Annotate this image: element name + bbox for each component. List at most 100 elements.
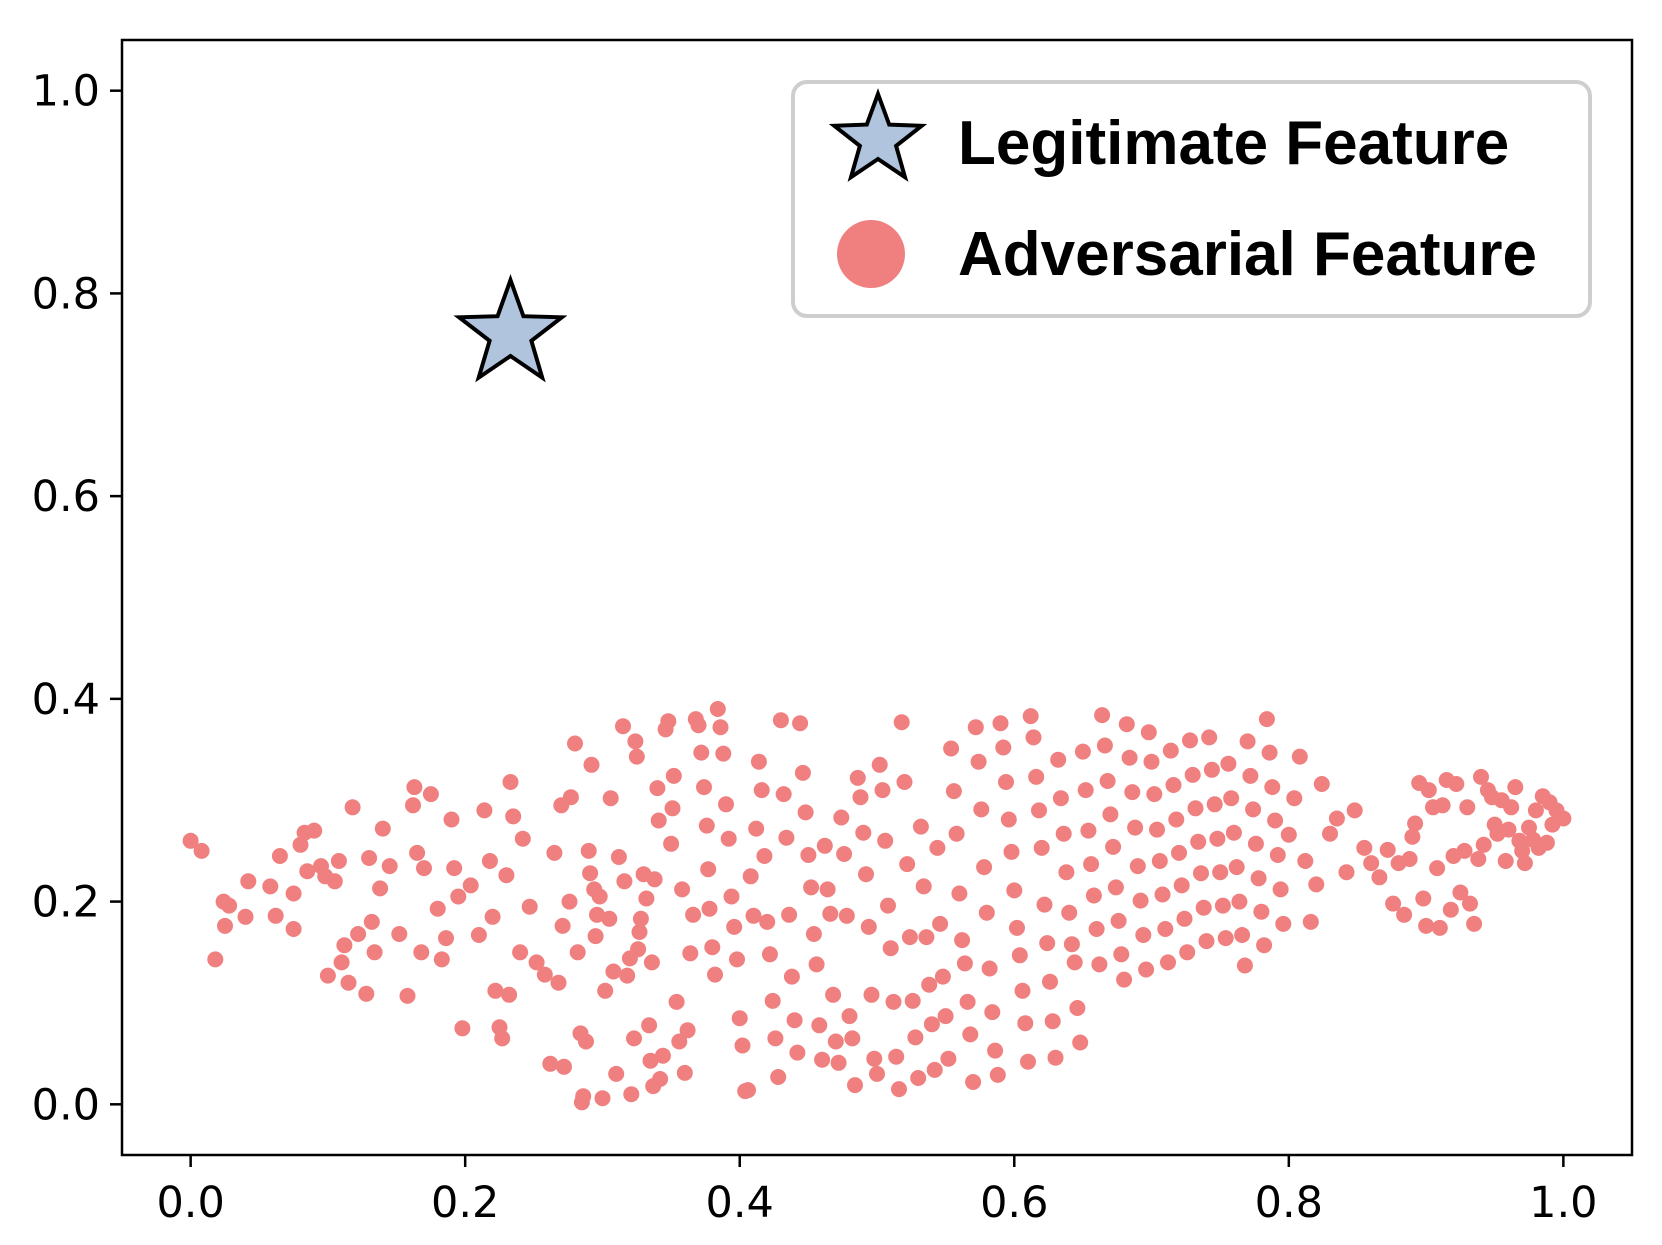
- adversarial-point-345: [1286, 790, 1303, 807]
- adversarial-point-339: [1264, 779, 1281, 796]
- adversarial-point-201: [885, 993, 902, 1010]
- adversarial-point-41: [422, 786, 439, 803]
- y-tick-label-2: 0.4: [32, 675, 100, 725]
- adversarial-point-170: [800, 847, 817, 863]
- x-tick-label-3: 0.6: [980, 1178, 1048, 1228]
- adversarial-point-63: [521, 898, 538, 915]
- adversarial-point-391: [1500, 821, 1517, 838]
- adversarial-point-353: [1338, 864, 1355, 881]
- adversarial-point-256: [1036, 896, 1053, 913]
- adversarial-point-154: [756, 848, 773, 864]
- adversarial-point-164: [783, 968, 800, 985]
- adversarial-point-188: [849, 769, 866, 786]
- y-tick-label-1: 0.2: [32, 878, 100, 928]
- adversarial-point-289: [1127, 819, 1144, 836]
- adversarial-point-207: [901, 929, 918, 946]
- adversarial-point-347: [1297, 853, 1314, 869]
- adversarial-point-179: [825, 986, 842, 1003]
- adversarial-point-162: [778, 829, 795, 846]
- adversarial-point-120: [665, 767, 682, 784]
- adversarial-point-335: [1253, 903, 1270, 920]
- adversarial-point-307: [1176, 910, 1193, 927]
- adversarial-point-209: [907, 1029, 924, 1046]
- adversarial-point-406: [1555, 810, 1572, 827]
- adversarial-point-159: [770, 1069, 787, 1085]
- adversarial-point-244: [1003, 843, 1020, 860]
- adversarial-point-50: [470, 927, 487, 943]
- adversarial-point-265: [1061, 904, 1078, 921]
- adversarial-point-320: [1212, 864, 1229, 881]
- adversarial-point-232: [970, 753, 987, 770]
- adversarial-point-331: [1242, 767, 1259, 784]
- adversarial-point-73: [562, 789, 579, 806]
- adversarial-point-212: [915, 878, 932, 895]
- adversarial-point-103: [631, 924, 648, 940]
- adversarial-point-325: [1225, 824, 1242, 841]
- adversarial-point-5: [221, 897, 238, 914]
- adversarial-point-29: [363, 913, 380, 930]
- adversarial-point-356: [1363, 855, 1380, 872]
- adversarial-point-91: [605, 963, 622, 980]
- adversarial-point-36: [405, 797, 421, 814]
- adversarial-point-155: [759, 913, 776, 930]
- adversarial-point-390: [1497, 853, 1514, 869]
- adversarial-point-318: [1206, 796, 1223, 813]
- legend-label-adversarial: Adversarial Feature: [958, 220, 1537, 289]
- adversarial-point-89: [601, 910, 618, 927]
- adversarial-point-204: [893, 714, 910, 731]
- adversarial-point-115: [654, 1047, 671, 1064]
- adversarial-point-200: [882, 940, 899, 957]
- adversarial-point-56: [494, 1030, 511, 1047]
- adversarial-point-334: [1250, 870, 1267, 887]
- adversarial-point-342: [1272, 881, 1289, 898]
- adversarial-point-330: [1239, 733, 1256, 750]
- adversarial-point-111: [646, 871, 663, 888]
- adversarial-point-99: [626, 1030, 642, 1047]
- adversarial-point-361: [1396, 906, 1413, 923]
- adversarial-point-366: [1415, 890, 1432, 907]
- adversarial-point-262: [1052, 790, 1069, 807]
- adversarial-point-186: [844, 1030, 861, 1047]
- adversarial-point-135: [704, 939, 721, 956]
- adversarial-point-219: [934, 968, 951, 985]
- adversarial-point-118: [663, 835, 680, 852]
- adversarial-point-34: [391, 926, 408, 942]
- adversarial-point-308: [1179, 944, 1196, 961]
- adversarial-point-183: [836, 846, 853, 862]
- adversarial-point-329: [1236, 957, 1253, 974]
- adversarial-point-317: [1203, 761, 1220, 778]
- adversarial-point-260: [1047, 1049, 1064, 1066]
- adversarial-point-38: [409, 844, 426, 861]
- adversarial-point-191: [858, 866, 874, 883]
- adversarial-point-87: [594, 1090, 611, 1107]
- adversarial-point-80: [580, 842, 597, 859]
- adversarial-point-198: [877, 832, 894, 849]
- adversarial-point-189: [852, 789, 869, 806]
- adversarial-point-104: [632, 910, 649, 927]
- adversarial-point-250: [1020, 1053, 1036, 1070]
- adversarial-point-15: [299, 863, 316, 880]
- adversarial-point-27: [358, 985, 375, 1002]
- adversarial-point-242: [998, 774, 1014, 790]
- x-tick-label-5: 1.0: [1529, 1178, 1597, 1228]
- adversarial-point-370: [1429, 860, 1446, 877]
- adversarial-point-75: [569, 944, 586, 961]
- adversarial-point-121: [668, 993, 685, 1010]
- adversarial-point-166: [789, 1044, 806, 1061]
- adversarial-point-399: [1527, 802, 1544, 819]
- legend-circle-icon: [837, 220, 905, 288]
- adversarial-point-291: [1132, 892, 1149, 909]
- adversarial-point-60: [505, 808, 522, 825]
- adversarial-point-311: [1187, 800, 1204, 817]
- adversarial-point-223: [945, 783, 962, 800]
- adversarial-point-152: [750, 753, 767, 770]
- adversarial-point-341: [1269, 847, 1286, 863]
- adversarial-point-22: [333, 954, 350, 971]
- adversarial-point-206: [899, 856, 916, 873]
- adversarial-point-294: [1140, 724, 1157, 741]
- adversarial-point-322: [1217, 930, 1234, 947]
- adversarial-point-177: [819, 881, 836, 898]
- adversarial-point-126: [682, 945, 699, 962]
- adversarial-point-243: [1000, 811, 1017, 828]
- adversarial-point-321: [1214, 897, 1231, 914]
